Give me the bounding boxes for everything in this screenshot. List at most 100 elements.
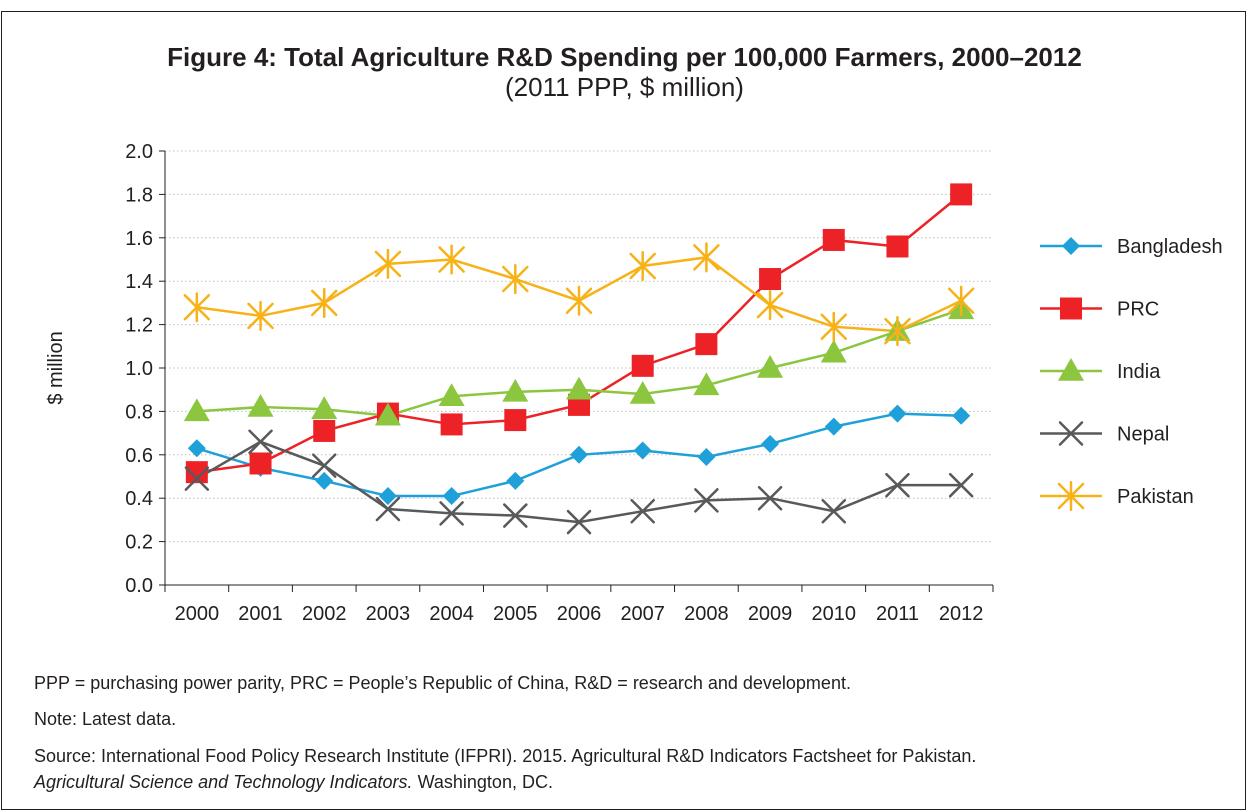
data-point-prc: [695, 333, 718, 356]
source-note-line2: Agricultural Science and Technology Indi…: [34, 771, 553, 793]
legend-item-prc: PRC: [1040, 297, 1159, 321]
data-point-nepal: [311, 453, 337, 478]
figure-title: Figure 4: Total Agriculture R&D Spending…: [167, 42, 1082, 72]
data-point-nepal: [694, 488, 719, 513]
data-point-nepal: [184, 466, 210, 491]
abbreviations-note: PPP = purchasing power parity, PRC = Peo…: [34, 673, 851, 693]
data-point-pakistan: [820, 311, 848, 342]
legend-marker: [1058, 421, 1084, 446]
data-point-pakistan: [565, 285, 593, 316]
y-tick-label: 1.6: [125, 228, 153, 250]
data-point-prc: [631, 354, 654, 377]
y-tick-label: 1.4: [125, 271, 153, 293]
data-point-bangladesh: [506, 471, 525, 490]
data-point-prc: [249, 452, 272, 475]
data-point-bangladesh: [378, 487, 397, 506]
data-point-prc: [822, 228, 845, 251]
legend-label: Nepal: [1117, 424, 1169, 446]
data-point-bangladesh: [187, 439, 206, 458]
legend-item-bangladesh: Bangladesh: [1040, 236, 1223, 258]
data-point-prc: [504, 409, 527, 432]
data-point-prc: [313, 419, 336, 442]
x-marker-stroke: [821, 498, 847, 524]
data-point-nepal: [503, 503, 528, 528]
x-marker-stroke: [885, 472, 910, 498]
y-tick-label: 0.4: [125, 488, 153, 510]
data-point-bangladesh: [633, 441, 652, 460]
data-point-nepal: [566, 509, 592, 535]
data-point-nepal: [821, 498, 847, 524]
data-point-india: [183, 398, 210, 422]
x-marker-stroke: [566, 509, 592, 535]
x-marker-stroke: [439, 501, 464, 526]
data-point-prc: [185, 461, 208, 484]
x-tick-label: 2005: [493, 603, 538, 625]
data-point-bangladesh: [697, 447, 716, 466]
data-point-nepal: [757, 485, 783, 511]
data-point-pakistan: [756, 290, 784, 321]
series-line-prc: [196, 193, 962, 474]
data-point-bangladesh: [315, 471, 334, 490]
y-tick-label: 0.0: [125, 575, 153, 597]
data-point-pakistan: [438, 244, 465, 275]
x-tick-label: 2012: [939, 603, 984, 625]
x-marker-stroke: [248, 429, 273, 455]
data-point-nepal: [439, 501, 464, 526]
source-note-line1: Source: International Food Policy Resear…: [34, 746, 977, 766]
source-location: Washington, DC.: [412, 772, 553, 792]
data-point-bangladesh: [888, 404, 907, 423]
data-point-prc: [886, 235, 909, 258]
legend-marker: [1060, 297, 1082, 320]
data-point-pakistan: [247, 300, 274, 331]
data-point-nepal: [248, 429, 273, 455]
data-point-pakistan: [947, 285, 975, 316]
x-tick-label: 2010: [812, 603, 857, 625]
legend-marker: [1062, 237, 1080, 255]
y-axis-label: $ million: [45, 331, 67, 404]
x-tick-label: 2009: [748, 603, 793, 625]
x-marker-stroke: [630, 498, 655, 524]
y-tick-label: 0.8: [125, 401, 153, 423]
data-point-india: [311, 396, 338, 419]
x-marker-stroke: [503, 503, 528, 528]
data-point-prc: [759, 268, 782, 291]
figure-title-block: Figure 4: Total Agriculture R&D Spending…: [0, 42, 1249, 102]
data-point-pakistan: [693, 242, 720, 273]
x-tick-label: 2004: [429, 603, 474, 625]
data-point-india: [757, 355, 784, 378]
legend-label: Pakistan: [1117, 486, 1194, 508]
x-tick-label: 2001: [238, 603, 283, 625]
y-tick-label: 1.0: [125, 358, 153, 380]
y-tick-label: 0.6: [125, 445, 153, 467]
data-point-india: [438, 383, 465, 406]
data-point-nepal: [948, 472, 974, 498]
x-tick-label: 2002: [302, 603, 347, 625]
data-point-bangladesh: [761, 434, 780, 453]
data-point-prc: [950, 183, 973, 206]
data-point-nepal: [885, 472, 910, 498]
legend-item-india: India: [1040, 358, 1161, 383]
x-tick-label: 2011: [876, 603, 919, 625]
data-point-pakistan: [183, 292, 211, 323]
y-tick-label: 1.8: [125, 184, 153, 206]
data-point-india: [820, 339, 847, 363]
x-marker-stroke: [694, 488, 719, 513]
data-point-bangladesh: [442, 487, 461, 506]
data-point-india: [374, 402, 401, 426]
data-point-india: [566, 376, 592, 400]
x-tick-label: 2007: [620, 603, 665, 625]
data-point-nepal: [375, 496, 401, 522]
data-point-india: [502, 378, 529, 402]
x-marker-stroke: [948, 472, 974, 498]
legend-label: PRC: [1117, 299, 1159, 321]
data-point-prc: [440, 413, 463, 436]
data-point-india: [247, 394, 274, 417]
figure-subtitle: (2011 PPP, $ million): [505, 72, 744, 102]
data-note: Note: Latest data.: [34, 709, 177, 729]
x-marker-stroke: [1058, 421, 1084, 446]
y-tick-label: 2.0: [125, 141, 153, 163]
data-point-bangladesh: [952, 406, 971, 425]
x-marker-stroke: [375, 496, 401, 522]
data-point-pakistan: [884, 316, 911, 347]
